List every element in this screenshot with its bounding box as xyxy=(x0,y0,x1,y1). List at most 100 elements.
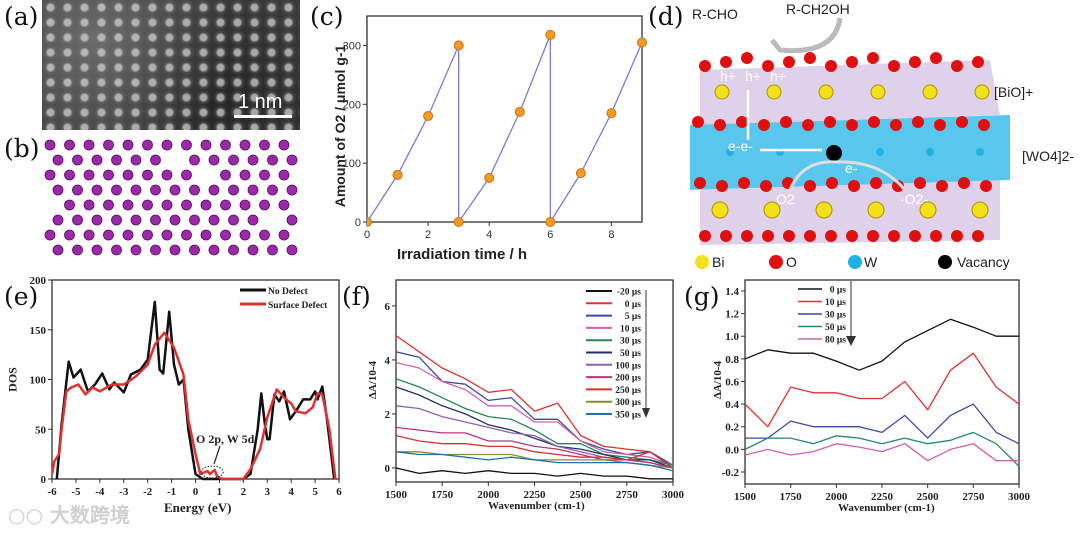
atom xyxy=(239,139,251,151)
g-x-tick-label: 1500 xyxy=(734,491,757,503)
atom xyxy=(44,139,56,151)
oxygen-atom xyxy=(892,180,904,192)
atom xyxy=(83,139,95,151)
c-y-tick-label: 200 xyxy=(343,99,361,111)
legend-o: O xyxy=(786,254,797,270)
f-legend-label: 10 μs xyxy=(620,324,641,334)
bismuth-atom xyxy=(922,84,938,100)
legend-swatch xyxy=(848,255,862,269)
g-legend-label: 30 μs xyxy=(825,311,846,321)
g-x-tick-label: 1750 xyxy=(780,491,803,503)
c-plot-frame xyxy=(366,15,643,223)
atom xyxy=(44,169,56,181)
g-y-tick-label: 0.4 xyxy=(725,399,739,411)
e-y-tick-label: 50 xyxy=(35,424,47,436)
g-series-line-4 xyxy=(745,443,1019,462)
atom xyxy=(111,184,122,196)
atom xyxy=(103,199,114,211)
g-legend-label: 80 μs xyxy=(825,336,846,346)
oxygen-atom xyxy=(804,180,816,192)
oxygen-atom xyxy=(720,56,732,68)
oxygen-atom xyxy=(804,52,816,64)
g-y-tick-label: 0.2 xyxy=(725,422,739,434)
atom xyxy=(161,169,173,181)
atom xyxy=(286,184,298,196)
atom xyxy=(122,139,134,151)
g-y-tick-label: 1.2 xyxy=(725,309,739,321)
product-label: R-CHO xyxy=(692,6,738,22)
crystal-structure-diagram xyxy=(690,17,1010,269)
atom xyxy=(142,229,153,241)
atom xyxy=(208,154,220,166)
e-legend-label: Surface Defect xyxy=(268,301,328,311)
e-x-tick-label: 0 xyxy=(193,486,199,498)
scale-bar xyxy=(234,115,292,118)
electron-path-arrow-icon xyxy=(786,160,907,196)
f-series-line-10 xyxy=(396,451,674,472)
c-x-tick-label: 6 xyxy=(547,229,553,241)
panel-label-g: (g) xyxy=(684,282,720,311)
atom xyxy=(122,199,134,211)
atom xyxy=(83,169,95,181)
atom xyxy=(286,214,298,226)
oxygen-atom xyxy=(870,177,882,189)
g-x-tick-label: 3000 xyxy=(1008,491,1031,503)
g-y-tick-label: 0.8 xyxy=(725,354,739,366)
f-x-tick-label: 2500 xyxy=(570,489,593,501)
atom xyxy=(278,169,290,181)
oxygen-atom xyxy=(780,116,792,128)
atom xyxy=(111,214,122,226)
g-series-line-0 xyxy=(745,318,1019,371)
oxygen-atom xyxy=(934,119,946,131)
atom xyxy=(111,154,122,166)
e-x-tick-label: 5 xyxy=(312,486,318,498)
f-legend-label: 200 μs xyxy=(615,374,641,384)
bismuth-atom xyxy=(971,201,989,219)
atom xyxy=(122,229,134,241)
f-x-tick-label: 2250 xyxy=(524,489,547,501)
atom xyxy=(208,214,220,226)
f-y-tick-label: 2 xyxy=(385,409,391,421)
f-legend-label: 300 μs xyxy=(615,398,641,408)
c-data-point xyxy=(484,172,495,183)
atom xyxy=(150,184,161,196)
legend-swatch xyxy=(695,255,709,269)
atom xyxy=(91,214,103,226)
scale-bar-label: 1 nm xyxy=(238,91,283,113)
atom xyxy=(103,139,114,151)
f-series-line-0 xyxy=(396,467,673,480)
g-x-tick-label: 2500 xyxy=(917,491,940,503)
g-y-tick-label: -0.2 xyxy=(722,467,740,479)
atom xyxy=(189,244,200,256)
atom xyxy=(208,184,220,196)
f-series-line-7 xyxy=(396,426,674,469)
f-x-tick-label: 1750 xyxy=(431,489,454,501)
bismuth-atom xyxy=(815,201,833,219)
f-y-tick-label: 6 xyxy=(385,301,391,313)
atom xyxy=(130,244,142,256)
atom xyxy=(169,184,181,196)
oxygen-atom xyxy=(826,177,838,189)
atom xyxy=(64,169,75,181)
atom xyxy=(83,199,95,211)
c-data-point xyxy=(453,217,464,227)
atom xyxy=(181,229,192,241)
atom xyxy=(83,229,95,241)
atom xyxy=(220,169,231,181)
atom xyxy=(181,139,192,151)
atom xyxy=(52,214,64,226)
atom xyxy=(259,169,270,181)
oxygen-atom xyxy=(694,177,706,189)
oxygen-atom xyxy=(783,56,795,68)
oxygen-atom xyxy=(762,230,774,242)
oxygen-atom xyxy=(720,230,732,242)
c-data-point xyxy=(606,108,617,119)
e-y-tick-label: 150 xyxy=(30,325,47,337)
atom xyxy=(130,214,142,226)
legend-bi: Bi xyxy=(712,254,725,270)
f-legend-label: -20 μs xyxy=(617,288,641,298)
e-x-tick-label: 1 xyxy=(217,486,223,498)
oxygen-atom xyxy=(736,116,748,128)
atom xyxy=(267,244,278,256)
c-data-point xyxy=(392,169,403,180)
